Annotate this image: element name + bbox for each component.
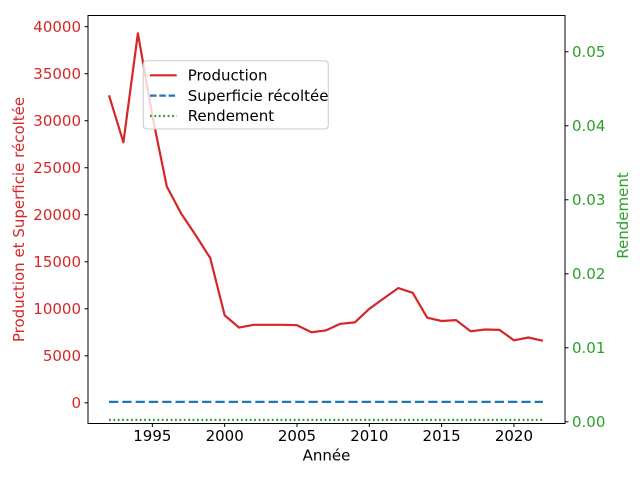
x-tick-label: 2000 xyxy=(206,427,244,445)
y-tick-label-left: 5000 xyxy=(43,347,81,365)
x-tick-label: 2010 xyxy=(350,427,388,445)
y-tick-label-left: 25000 xyxy=(33,159,81,177)
y-tick-label-left: 30000 xyxy=(33,112,81,130)
y-tick-label-right: 0.00 xyxy=(572,413,605,431)
x-tick-label: 2015 xyxy=(423,427,461,445)
legend-label: Rendement xyxy=(188,107,275,125)
x-tick-label: 2005 xyxy=(278,427,316,445)
legend-box xyxy=(142,60,329,130)
y-tick-label-left: 15000 xyxy=(33,253,81,271)
legend-label: Production xyxy=(188,67,268,85)
y-tick-label-right: 0.02 xyxy=(572,265,605,283)
y-tick-label-left: 20000 xyxy=(33,206,81,224)
legend-label: Superficie récoltée xyxy=(188,87,329,105)
x-tick-label: 1995 xyxy=(133,427,171,445)
y-tick-label-right: 0.05 xyxy=(572,43,605,61)
y-tick-label-right: 0.01 xyxy=(572,339,605,357)
y-tick-label-right: 0.03 xyxy=(572,191,605,209)
y-axis-label-right: Rendement xyxy=(614,172,632,259)
y-tick-label-right: 0.04 xyxy=(572,117,605,135)
y-tick-label-left: 10000 xyxy=(33,300,81,318)
plot-border xyxy=(87,15,566,424)
y-tick-label-left: 0 xyxy=(71,394,81,412)
y-axis-label-left: Production et Superficie récoltée xyxy=(10,97,28,342)
series-line-0 xyxy=(107,32,544,342)
x-axis-label: Année xyxy=(303,447,351,465)
y-tick-label-left: 35000 xyxy=(33,65,81,83)
y-tick-label-left: 40000 xyxy=(33,18,81,36)
x-tick-label: 2020 xyxy=(495,427,533,445)
